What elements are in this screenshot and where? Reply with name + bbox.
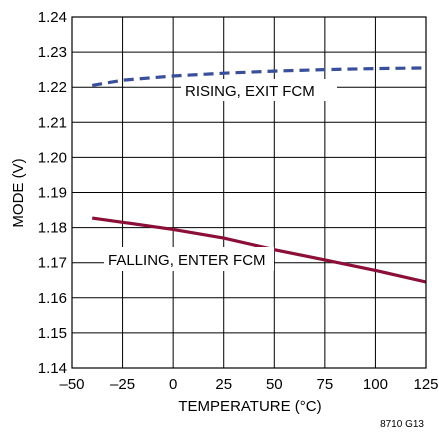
y-tick-label: 1.20: [38, 149, 67, 166]
annotation-falling-bg: [104, 247, 274, 271]
y-axis-title: MODE (V): [10, 158, 27, 227]
figure-code: 8710 G13: [380, 419, 424, 430]
x-tick-label: 75: [317, 376, 334, 393]
y-tick-label: 1.14: [38, 360, 67, 377]
x-tick-labels: –50 –25 0 25 50 75 100 125: [59, 376, 438, 393]
x-tick-label: 125: [413, 376, 438, 393]
y-tick-label: 1.22: [38, 79, 67, 96]
y-tick-label: 1.24: [38, 9, 67, 26]
y-tick-label: 1.21: [38, 114, 67, 131]
annotation-falling: FALLING, ENTER FCM: [108, 252, 266, 269]
x-tick-label: 100: [363, 376, 388, 393]
x-axis-title: TEMPERATURE (°C): [178, 398, 321, 415]
x-tick-label: –50: [59, 376, 84, 393]
series-line-0: [91, 66, 427, 87]
y-tick-label: 1.16: [38, 290, 67, 307]
y-tick-label: 1.19: [38, 185, 67, 202]
y-tick-label: 1.23: [38, 44, 67, 61]
annotation-rising-bg: [181, 79, 337, 101]
y-tick-label: 1.17: [38, 255, 67, 272]
x-tick-label: –25: [110, 376, 135, 393]
series-layer: [91, 66, 427, 284]
annotation-rising: RISING, EXIT FCM: [185, 83, 315, 100]
annotations: RISING, EXIT FCM FALLING, ENTER FCM: [104, 79, 337, 271]
series-line-1: [91, 216, 427, 284]
x-tick-label: 50: [266, 376, 283, 393]
y-tick-labels: 1.14 1.15 1.16 1.17 1.18 1.19 1.20 1.21 1.22 1.23…: [38, 9, 67, 377]
y-tick-label: 1.18: [38, 220, 67, 237]
y-tick-label: 1.15: [38, 325, 67, 342]
plot-frame: [71, 16, 427, 369]
x-tick-label: 25: [215, 376, 232, 393]
x-tick-label: 0: [169, 376, 177, 393]
